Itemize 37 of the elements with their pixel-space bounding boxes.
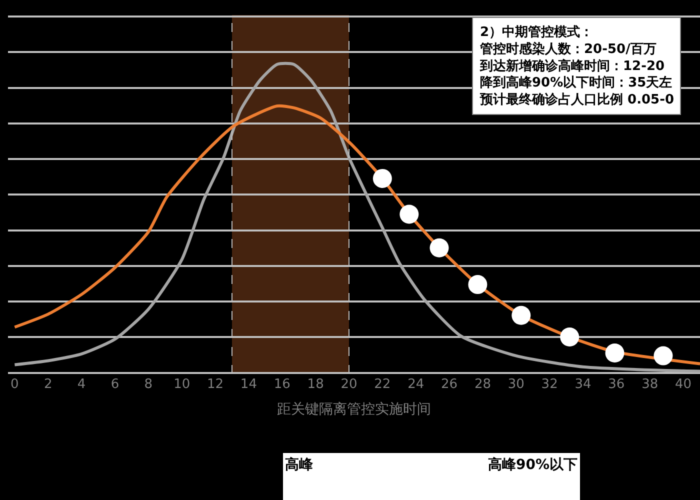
- x-tick-label: 28: [474, 377, 491, 392]
- annotation: 到达新增确诊高峰时间：12-20: [479, 58, 665, 74]
- point: [400, 204, 419, 224]
- x-tick-label: 38: [642, 377, 658, 392]
- point: [512, 306, 531, 325]
- x-tick-label: 24: [408, 377, 424, 392]
- x-tick-label: 32: [541, 377, 558, 392]
- x-tick-label: 14: [240, 377, 257, 392]
- x-axis-title: 距关键隔离管控实施时间: [277, 401, 431, 418]
- text: 管控时感染人数：20-50/百万: [479, 40, 656, 57]
- x-tick-label: 0: [10, 377, 19, 392]
- x-tick-label: 26: [441, 377, 458, 392]
- text: 高峰: [285, 456, 314, 473]
- point: [605, 344, 624, 363]
- x-tick-label: 8: [144, 377, 153, 392]
- point: [430, 238, 449, 258]
- point: [372, 168, 392, 188]
- point: [468, 275, 488, 294]
- x-tick-label: 20: [340, 377, 358, 392]
- x-tick-label: 12: [206, 377, 224, 392]
- x-tick-label: 2: [44, 377, 52, 392]
- x-tick-label: 16: [274, 377, 290, 392]
- annotation: 预计最终确诊占人口比例 0.05-0: [479, 92, 674, 108]
- point: [560, 327, 580, 346]
- x-tick-label: 10: [174, 377, 190, 392]
- text: 2）中期管控模式：: [480, 24, 594, 40]
- x-tick-label: 18: [307, 377, 324, 392]
- x-tick-label: 22: [374, 377, 391, 392]
- x-tick-label: 36: [608, 377, 625, 392]
- x-tick-label: 40: [675, 377, 692, 392]
- x-tick-label: 34: [574, 377, 592, 392]
- x-tick-label: 4: [77, 377, 86, 392]
- x-tick-label: 30: [508, 377, 524, 392]
- annotation: 降到高峰90%以下时间：35天左: [480, 74, 672, 91]
- point: [654, 346, 673, 366]
- x-tick-label: 6: [110, 377, 120, 392]
- text: 高峰90%以下: [488, 456, 578, 473]
